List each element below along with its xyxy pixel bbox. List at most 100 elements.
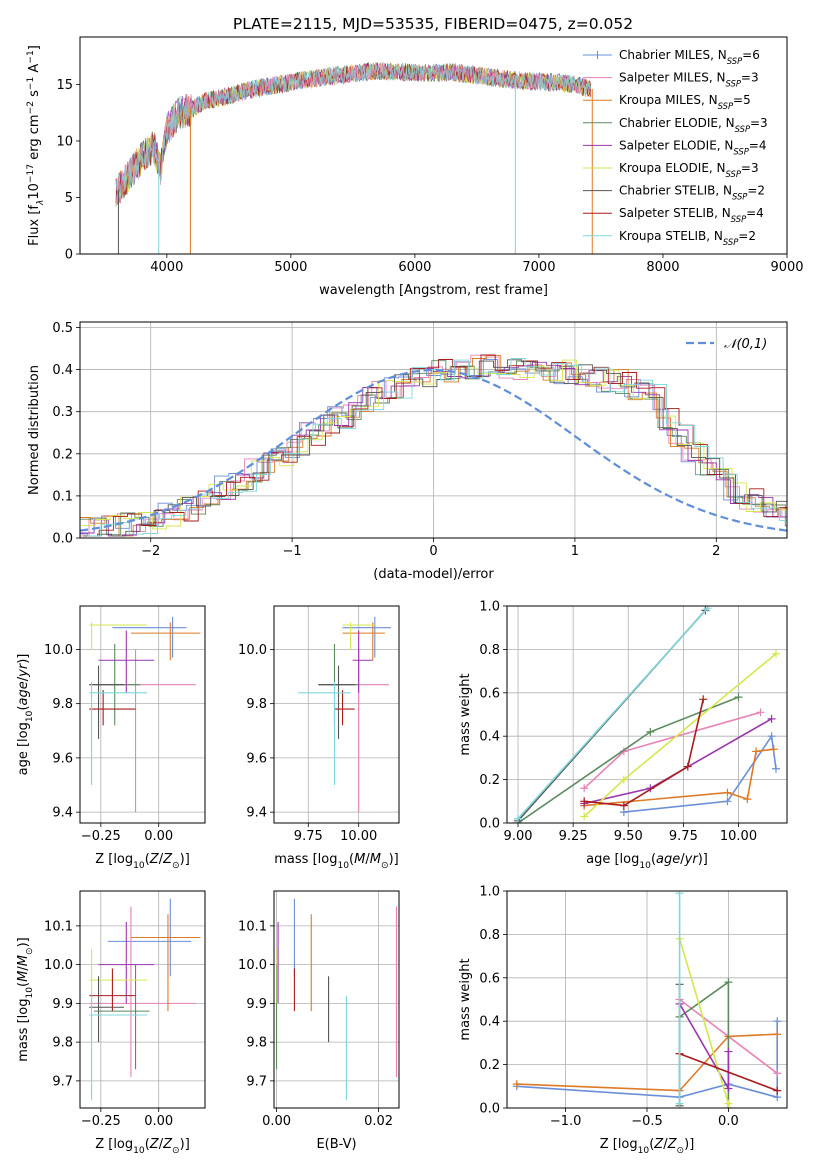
histogram-step	[85, 354, 787, 537]
y-axis-label: mass [log10(M/M⊙)]	[16, 937, 35, 1061]
figure-title: PLATE=2115, MJD=53535, FIBERID=0475, z=0…	[233, 15, 633, 33]
legend-label: Kroupa ELODIE, NSSP=3	[619, 161, 759, 179]
x-tick-label: 9.75	[669, 829, 698, 844]
weight-marker	[699, 695, 708, 704]
weight-line	[679, 1053, 778, 1092]
x-tick-label: 6000	[398, 260, 431, 275]
weight-marker	[723, 797, 732, 806]
x-axis-label: Z [log10(Z/Z⊙)]	[600, 1137, 695, 1156]
weight-marker	[724, 978, 733, 987]
weight-marker	[675, 891, 684, 898]
x-tick-label: 9.00	[504, 829, 533, 844]
axes-frame	[506, 605, 788, 824]
axes-age-vs-Z: −0.25 0.00 9.4 9.6 9.8 10.0	[44, 606, 205, 844]
axes-weight-vs-age: 9.00 9.25 9.50 9.75 10.00 0.0 0.2 0.4 0.6 0.8 1.0	[479, 600, 787, 844]
y-tick-label: 0.0	[479, 1102, 500, 1117]
y-tick-label: 1.0	[479, 885, 500, 900]
errorbars-mass-vs-Z	[89, 898, 201, 1101]
y-tick-label: 9.4	[52, 806, 73, 821]
legend-label: Salpeter STELIB, NSSP=4	[619, 206, 764, 224]
y-tick-label: 0.8	[479, 643, 500, 658]
x-tick-label: 9.75	[294, 829, 323, 844]
x-tick-label: 8000	[646, 260, 679, 275]
axes-mass-vs-Z: −0.25 0.00 9.7 9.8 9.9 10.0 10.1	[44, 891, 205, 1129]
axes-frame	[79, 605, 206, 824]
axes-frame	[506, 890, 788, 1109]
weight-marker	[734, 693, 743, 702]
weight-marker	[756, 708, 765, 717]
x-tick-label: −1	[283, 544, 302, 559]
y-axis-label: mass weight	[458, 673, 473, 755]
x-tick-label: 10.00	[720, 829, 757, 844]
y-tick-label: 0.6	[479, 686, 500, 701]
spectrum-line	[115, 62, 592, 206]
y-tick-label: 10.0	[238, 643, 267, 658]
y-tick-label: 10.0	[44, 643, 73, 658]
y-axis-label: mass weight	[458, 958, 473, 1040]
y-tick-label: 0	[65, 248, 73, 263]
x-axis-label: age [log10(age/yr)]	[586, 852, 708, 871]
weight-marker	[580, 812, 589, 821]
errorbars-mass-vs-EBV	[276, 898, 397, 1101]
weight-marker	[773, 1086, 782, 1095]
weight-marker	[619, 775, 628, 784]
y-tick-label: 1.0	[479, 600, 500, 615]
y-tick-label: 9.8	[52, 1036, 73, 1051]
weight-marker	[767, 732, 776, 741]
y-tick-label: 0.2	[52, 447, 73, 462]
y-tick-label: 10.0	[238, 958, 267, 973]
axes-frame	[273, 890, 400, 1109]
y-tick-label: 0.3	[52, 405, 73, 420]
weight-marker	[580, 797, 589, 806]
x-axis-label: E(B-V)	[316, 1137, 356, 1152]
axes-frame	[79, 321, 788, 539]
y-tick-label: 0.6	[479, 971, 500, 986]
histogram-step	[86, 358, 787, 537]
weight-line	[678, 938, 730, 1104]
y-tick-label: 10.1	[238, 919, 267, 934]
y-tick-label: 5	[65, 191, 73, 206]
y-tick-label: 10	[56, 134, 73, 149]
axes-weight-vs-Z: −1.0 −0.5 0.0 0.0 0.2 0.4 0.6 0.8 1.0	[479, 885, 787, 1129]
weight-marker	[771, 649, 780, 658]
x-axis-label: Z [log10(Z/Z⊙)]	[95, 1137, 190, 1156]
y-tick-label: 0.2	[479, 773, 500, 788]
y-tick-label: 0.1	[52, 489, 73, 504]
axes-frame	[79, 890, 206, 1109]
x-tick-label: 0.00	[144, 1114, 173, 1129]
x-tick-label: 5000	[274, 260, 307, 275]
weight-line	[517, 607, 709, 820]
y-tick-label: 0.8	[479, 928, 500, 943]
x-tick-label: −0.25	[81, 1114, 121, 1129]
axes-age-vs-mass: 9.75 10.00 9.4 9.6 9.8 10.0	[238, 606, 399, 844]
x-axis-label: Z [log10(Z/Z⊙)]	[95, 852, 190, 871]
y-tick-label: 0.4	[479, 1015, 500, 1030]
histogram-step	[80, 359, 787, 537]
axes-frame	[79, 36, 788, 255]
y-tick-label: 9.4	[246, 806, 267, 821]
x-tick-label: 7000	[522, 260, 555, 275]
x-tick-label: −2	[141, 544, 160, 559]
x-tick-label: −0.5	[631, 1114, 663, 1129]
weight-marker	[683, 762, 692, 771]
axes-mass-vs-EBV: 0.00 0.02 9.7 9.8 9.9 10.0 10.1	[238, 891, 399, 1129]
weight-marker	[703, 606, 712, 613]
x-tick-label: 10.00	[340, 829, 377, 844]
legend-label: Salpeter MILES, NSSP=3	[619, 71, 759, 89]
x-tick-label: 9000	[770, 260, 803, 275]
weight-marker	[773, 1069, 782, 1078]
weight-marker	[723, 788, 732, 797]
legend-label: Salpeter ELODIE, NSSP=4	[619, 138, 767, 156]
normal-curve	[80, 368, 787, 532]
y-tick-label: 0.5	[52, 321, 73, 336]
weight-marker	[724, 1099, 733, 1108]
weight-marker	[767, 714, 776, 723]
y-axis-label: Normed distribution	[27, 365, 42, 495]
y-tick-label: 0.0	[479, 817, 500, 832]
axes-spectrum: 4000 5000 6000 7000 8000 9000 0 5 10 15	[56, 78, 803, 275]
x-tick-label: 1	[571, 544, 579, 559]
y-axis-label: Flux [fλ10−17 erg cm−2 s−1 A−1]	[26, 45, 46, 246]
y-tick-label: 9.6	[52, 751, 73, 766]
errorbars-age-vs-Z	[89, 616, 201, 813]
y-tick-label: 10.1	[44, 919, 73, 934]
